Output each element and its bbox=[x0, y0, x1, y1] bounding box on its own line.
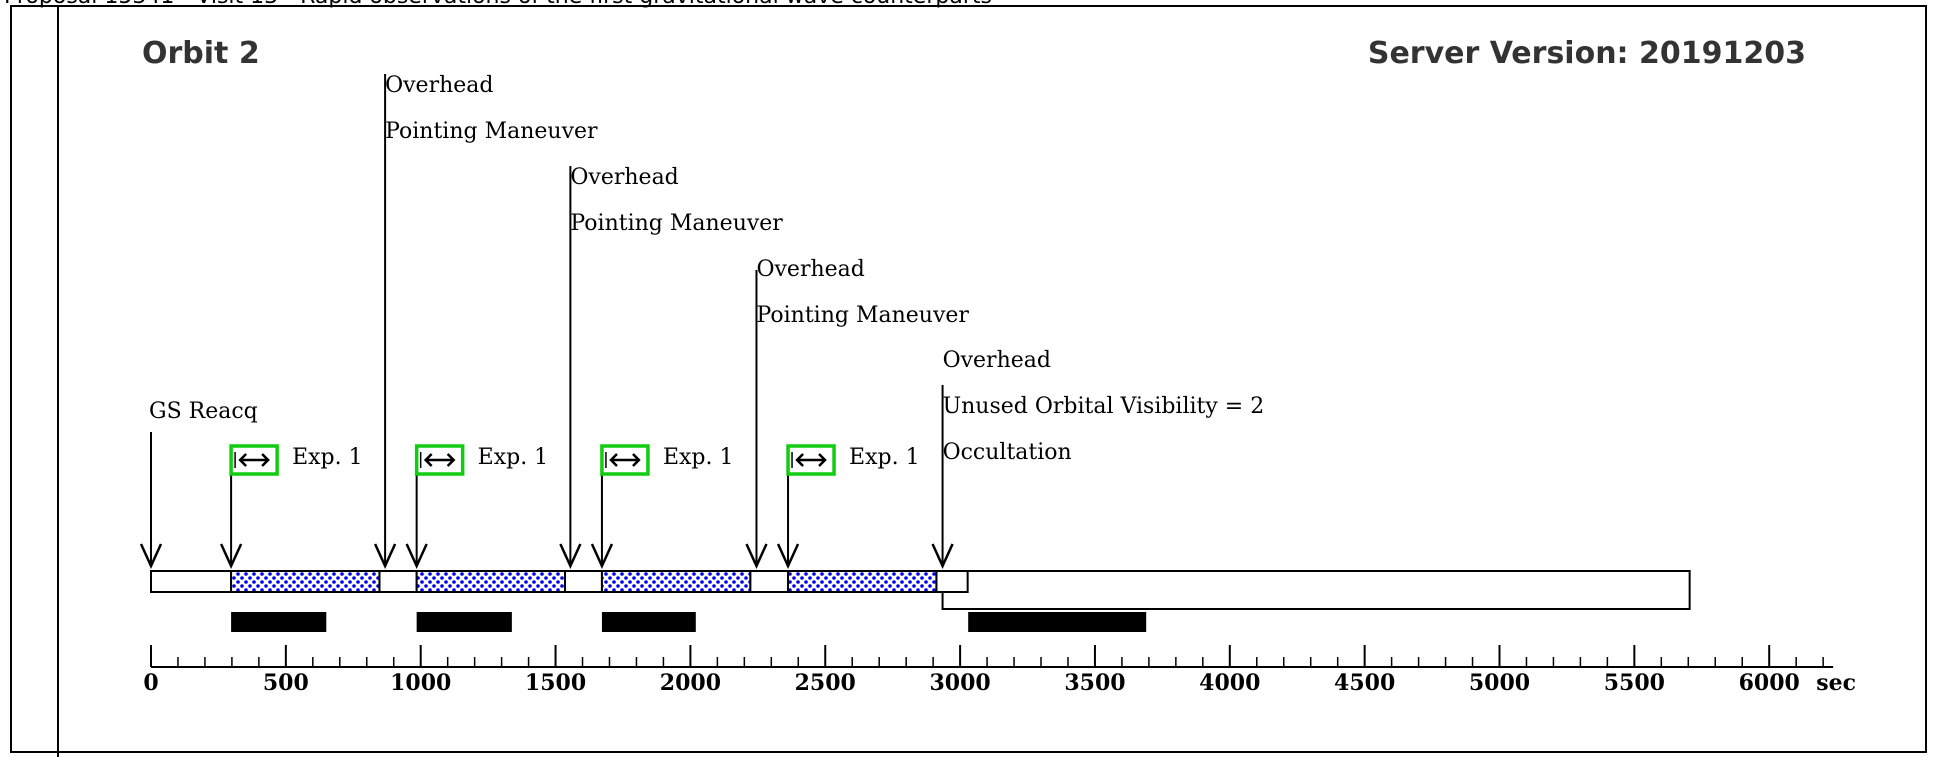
axis-tick-label: 3500 bbox=[1064, 670, 1125, 696]
exposure-arrow-head bbox=[776, 543, 800, 570]
page-caption: Proposal 15341 - Visit 13 - Rapid observ… bbox=[4, 0, 992, 9]
double-arrow-icon bbox=[238, 453, 270, 467]
buffer-dump-bar bbox=[416, 612, 512, 632]
event-label: Unused Orbital Visibility = 2 bbox=[943, 394, 1265, 419]
exposure-label: Exp. 1 bbox=[663, 445, 734, 470]
event-label: Overhead bbox=[570, 165, 678, 190]
frame-divider bbox=[57, 5, 59, 757]
exposure-segment bbox=[415, 570, 566, 593]
axis-tick-label: 0 bbox=[143, 670, 158, 696]
exposure-label: Exp. 1 bbox=[478, 445, 549, 470]
event-label: Overhead bbox=[385, 73, 493, 98]
event-label: Overhead bbox=[756, 257, 864, 282]
buffer-dump-bar bbox=[601, 612, 696, 632]
event-label: Pointing Maneuver bbox=[385, 119, 598, 144]
exposure-label: Exp. 1 bbox=[292, 445, 363, 470]
overhead-segment bbox=[935, 570, 969, 593]
exposure-arrow-head bbox=[590, 543, 614, 570]
event-label: Occultation bbox=[943, 440, 1072, 465]
axis-tick-label: 5000 bbox=[1469, 670, 1530, 696]
event-label: Pointing Maneuver bbox=[756, 303, 969, 328]
event-arrow-head bbox=[745, 543, 768, 570]
double-arrow-icon bbox=[609, 453, 641, 467]
buffer-dump-bar bbox=[968, 612, 1147, 632]
axis-tick-label: 500 bbox=[263, 670, 309, 696]
overhead-segment bbox=[378, 570, 418, 593]
double-arrow-icon bbox=[423, 453, 456, 467]
exposure-segment bbox=[787, 570, 938, 593]
event-label: Pointing Maneuver bbox=[570, 211, 783, 236]
exposure-segment bbox=[230, 570, 381, 593]
axis-tick-label: 3000 bbox=[929, 670, 990, 696]
event-arrow-head bbox=[373, 543, 397, 570]
exposure-arrow-head bbox=[405, 543, 428, 570]
axis-tick-label: 4000 bbox=[1199, 670, 1260, 696]
overhead-segment bbox=[150, 570, 233, 593]
diagram-frame bbox=[10, 5, 1927, 753]
axis-tick-label: 1000 bbox=[390, 670, 451, 696]
axis-tick-label: 4500 bbox=[1334, 670, 1395, 696]
buffer-dump-bar bbox=[231, 612, 327, 632]
event-arrow-head bbox=[931, 543, 954, 570]
occultation-bar bbox=[941, 570, 1691, 610]
overhead-segment bbox=[749, 570, 790, 593]
event-arrow-head bbox=[559, 543, 582, 570]
exposure-label: Exp. 1 bbox=[849, 445, 920, 470]
event-arrow-head bbox=[139, 543, 163, 570]
axis-tick-label: 5500 bbox=[1604, 670, 1665, 696]
server-version: Server Version: 20191203 bbox=[1367, 36, 1806, 71]
exposure-arrow-head bbox=[219, 543, 243, 570]
event-label: GS Reacq bbox=[149, 399, 258, 424]
overhead-segment bbox=[563, 570, 603, 593]
double-arrow-icon bbox=[795, 453, 827, 467]
axis-tick-label: 2000 bbox=[660, 670, 721, 696]
event-label: Overhead bbox=[943, 348, 1051, 373]
axis-tick-label: 2500 bbox=[795, 670, 856, 696]
axis-unit-label: sec bbox=[1816, 670, 1856, 696]
axis-tick-label: 1500 bbox=[525, 670, 586, 696]
axis-tick-label: 6000 bbox=[1739, 670, 1800, 696]
exposure-segment bbox=[600, 570, 752, 593]
orbit-title: Orbit 2 bbox=[142, 36, 260, 71]
